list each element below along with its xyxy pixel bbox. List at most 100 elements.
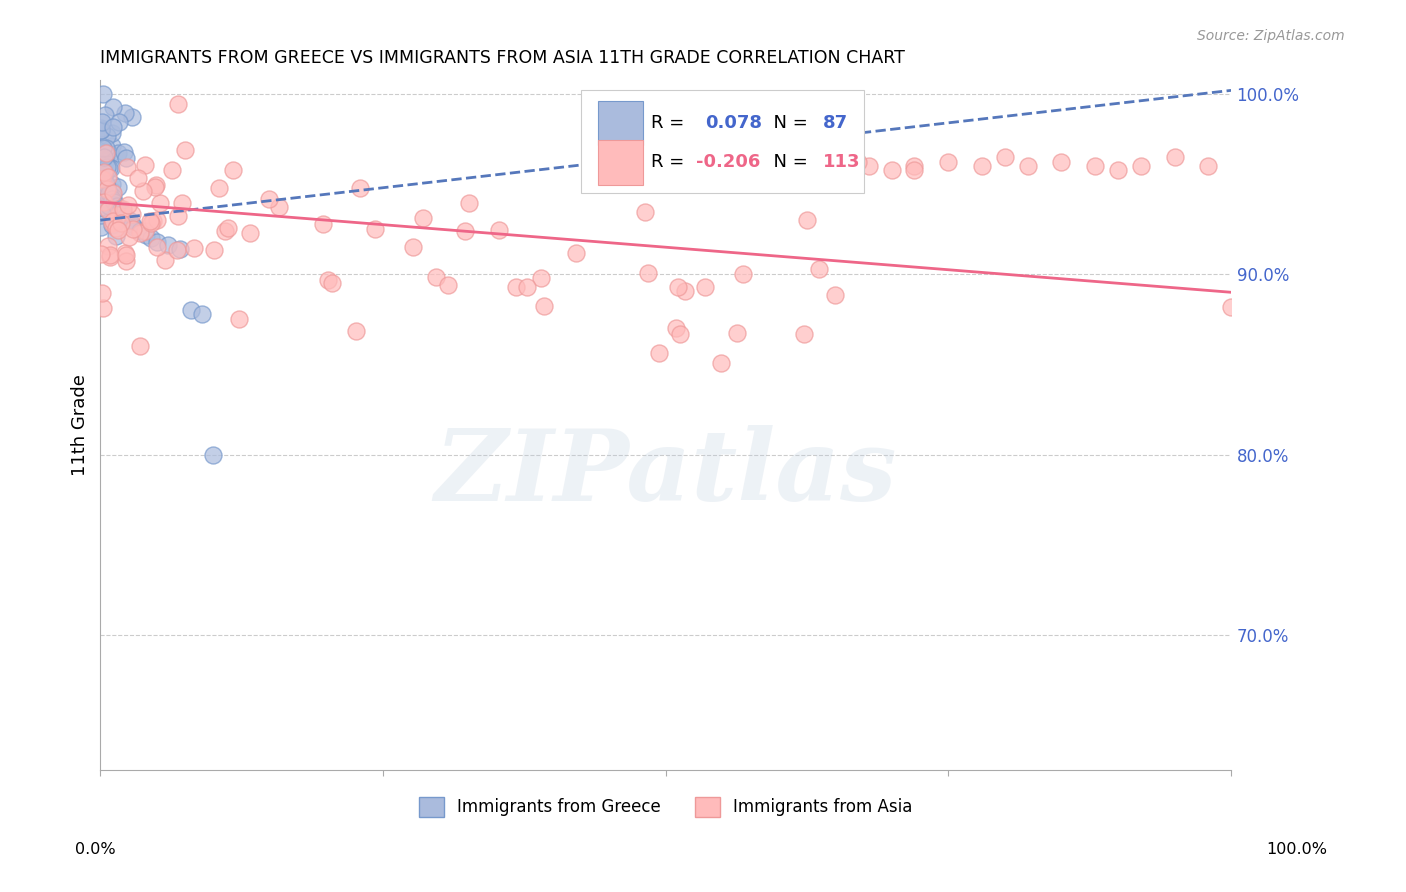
Point xyxy=(90,220,112,235)
Point xyxy=(112,145,135,160)
Text: IMMIGRANTS FROM GREECE VS IMMIGRANTS FROM ASIA 11TH GRADE CORRELATION CHART: IMMIGRANTS FROM GREECE VS IMMIGRANTS FRO… xyxy=(100,49,905,67)
Text: R =: R = xyxy=(651,153,690,171)
Point xyxy=(97,161,120,175)
Point xyxy=(349,181,371,195)
Point xyxy=(94,192,117,206)
Point xyxy=(880,162,903,177)
Point xyxy=(96,186,118,201)
Point xyxy=(634,204,657,219)
Point xyxy=(97,169,120,184)
Point xyxy=(94,179,117,194)
Point xyxy=(93,163,115,178)
Point xyxy=(731,267,754,281)
Point xyxy=(93,301,115,316)
Point xyxy=(90,146,112,161)
Point xyxy=(96,128,118,143)
Point xyxy=(101,126,124,140)
Point xyxy=(160,163,183,178)
Text: 113: 113 xyxy=(823,153,860,171)
Text: Source: ZipAtlas.com: Source: ZipAtlas.com xyxy=(1197,29,1344,43)
Point xyxy=(93,186,115,200)
Point xyxy=(98,247,121,261)
Point xyxy=(217,220,239,235)
Point xyxy=(725,326,748,340)
Point xyxy=(122,220,145,235)
Point xyxy=(134,158,156,172)
Point xyxy=(112,202,135,216)
Point xyxy=(157,238,180,252)
Point xyxy=(101,219,124,233)
Point xyxy=(94,151,117,165)
Point xyxy=(516,279,538,293)
Point xyxy=(98,186,121,200)
Point xyxy=(91,286,114,301)
Point xyxy=(768,162,790,177)
Point xyxy=(121,110,143,124)
Point xyxy=(801,159,824,173)
Text: -0.206: -0.206 xyxy=(696,153,761,171)
Point xyxy=(91,172,114,186)
Point xyxy=(533,299,555,313)
Point xyxy=(858,159,880,173)
Point xyxy=(565,246,588,260)
Point xyxy=(114,151,136,165)
Point xyxy=(846,155,869,169)
Point xyxy=(454,224,477,238)
Point xyxy=(104,229,127,244)
Point xyxy=(117,160,139,174)
Point xyxy=(208,181,231,195)
Point xyxy=(90,161,112,176)
Text: 100.0%: 100.0% xyxy=(1265,842,1327,856)
Point xyxy=(1220,300,1243,314)
Point xyxy=(221,163,243,178)
Point xyxy=(91,171,114,186)
Point xyxy=(103,190,125,204)
Point xyxy=(107,223,129,237)
Text: 0.078: 0.078 xyxy=(706,114,762,132)
Point xyxy=(94,185,117,199)
Point xyxy=(96,161,118,175)
Point xyxy=(107,180,129,194)
Point xyxy=(1197,159,1219,173)
Point xyxy=(793,326,815,341)
Point xyxy=(141,231,163,245)
Point xyxy=(98,251,121,265)
Point xyxy=(114,210,136,224)
Point xyxy=(938,155,960,169)
Point xyxy=(129,224,152,238)
Point xyxy=(668,326,690,341)
Point xyxy=(363,221,385,235)
Point xyxy=(146,240,169,254)
Point xyxy=(134,224,156,238)
Point xyxy=(105,221,128,235)
Point xyxy=(108,115,131,129)
Point xyxy=(93,165,115,179)
Point xyxy=(90,200,112,214)
Point xyxy=(143,180,166,194)
Point xyxy=(180,303,202,318)
Y-axis label: 11th Grade: 11th Grade xyxy=(72,374,89,475)
Point xyxy=(1084,159,1107,173)
Text: ZIPatlas: ZIPatlas xyxy=(434,425,897,521)
Point xyxy=(96,180,118,194)
Point xyxy=(488,223,510,237)
Point xyxy=(269,201,291,215)
Point xyxy=(316,273,339,287)
Point xyxy=(90,247,112,261)
Text: 87: 87 xyxy=(823,114,848,132)
Point xyxy=(107,208,129,222)
Point xyxy=(94,195,117,210)
Text: N =: N = xyxy=(762,114,813,132)
Point xyxy=(100,192,122,206)
Point xyxy=(97,199,120,213)
Point xyxy=(90,193,112,207)
Point xyxy=(994,150,1017,164)
Point xyxy=(135,227,157,242)
Point xyxy=(90,174,112,188)
Point xyxy=(93,108,115,122)
Point xyxy=(824,288,846,302)
Point xyxy=(93,167,115,181)
Point xyxy=(1017,159,1039,173)
Point xyxy=(91,87,114,102)
Point xyxy=(172,195,194,210)
